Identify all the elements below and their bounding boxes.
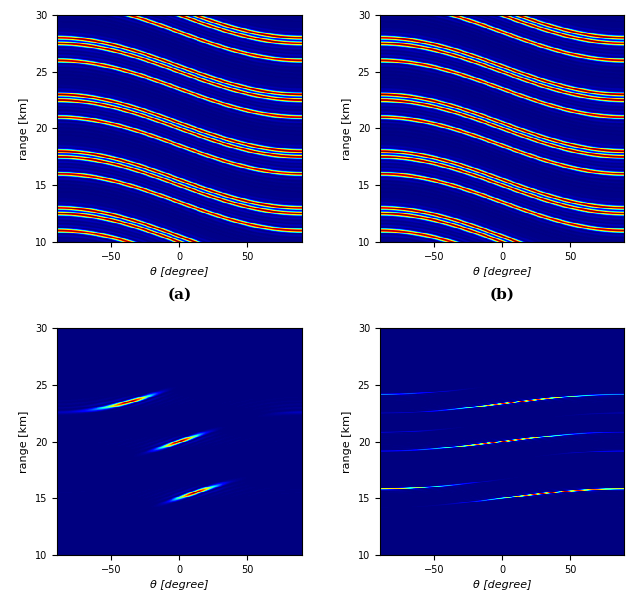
Y-axis label: range [km]: range [km] — [19, 97, 29, 160]
Y-axis label: range [km]: range [km] — [19, 410, 29, 473]
Text: (a): (a) — [167, 287, 191, 301]
X-axis label: θ [degree]: θ [degree] — [150, 267, 209, 277]
X-axis label: θ [degree]: θ [degree] — [473, 580, 531, 590]
X-axis label: θ [degree]: θ [degree] — [473, 267, 531, 277]
X-axis label: θ [degree]: θ [degree] — [150, 580, 209, 590]
Text: (b): (b) — [489, 287, 515, 301]
Y-axis label: range [km]: range [km] — [342, 410, 352, 473]
Y-axis label: range [km]: range [km] — [342, 97, 352, 160]
